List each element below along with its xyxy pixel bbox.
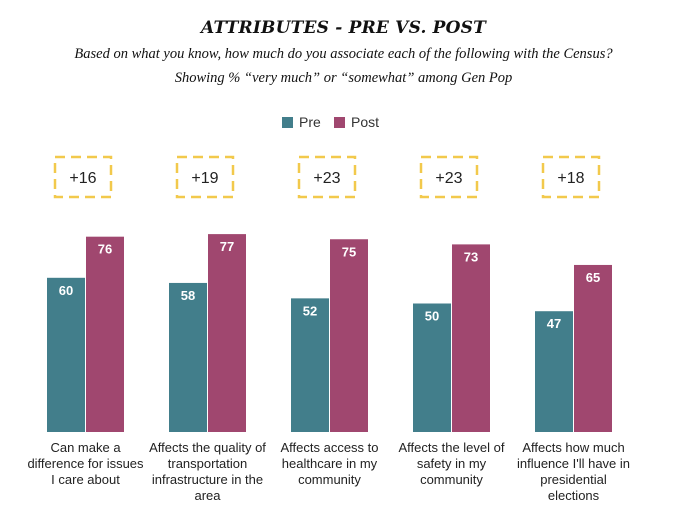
bar-value-label-post-3: 75 [342,244,356,259]
bar-value-label-pre-2: 58 [181,288,195,303]
legend-label-post: Post [351,114,379,130]
bar-pre-5 [535,311,573,432]
category-label-3: Affects access to healthcare in my commu… [280,440,379,487]
chart-subtitle-question: Based on what you know, how much do you … [74,46,613,62]
bar-value-label-pre-5: 47 [547,316,561,331]
difference-label-1: +16 [69,170,96,187]
bar-post-2 [208,234,246,432]
bar-pre-3 [291,298,329,432]
bar-pre-1 [47,277,85,432]
bar-pre-4 [413,303,451,432]
legend-swatch-post [334,117,345,128]
difference-label-4: +23 [435,170,462,187]
bar-post-4 [452,244,490,432]
bar-value-label-pre-4: 50 [425,309,439,324]
category-label-4: Affects the level of safety in my commun… [398,440,505,487]
category-label-5: Affects how much influence I'll have in … [516,440,631,503]
bar-value-label-pre-3: 52 [303,303,317,318]
difference-label-3: +23 [313,170,340,187]
bar-value-label-post-1: 76 [98,242,112,257]
legend-swatch-pre [282,117,293,128]
bar-value-label-post-2: 77 [220,239,234,254]
difference-label-5: +18 [557,170,584,187]
bar-post-1 [86,236,124,432]
difference-label-2: +19 [191,170,218,187]
bar-post-3 [330,239,368,432]
bar-post-5 [574,264,612,432]
category-label-2: Affects the quality of transportation in… [149,440,266,503]
bar-value-label-pre-1: 60 [59,283,73,298]
legend-label-pre: Pre [299,114,321,130]
bar-value-label-post-4: 73 [464,249,478,264]
category-label-1: Can make a difference for issues I care … [27,440,144,487]
chart-subtitle-base: Showing % “very much” or “somewhat” amon… [174,70,513,86]
bar-pre-2 [169,282,207,432]
bar-value-label-post-5: 65 [586,270,600,285]
chart-title: ATTRIBUTES - PRE VS. POST [200,18,486,38]
